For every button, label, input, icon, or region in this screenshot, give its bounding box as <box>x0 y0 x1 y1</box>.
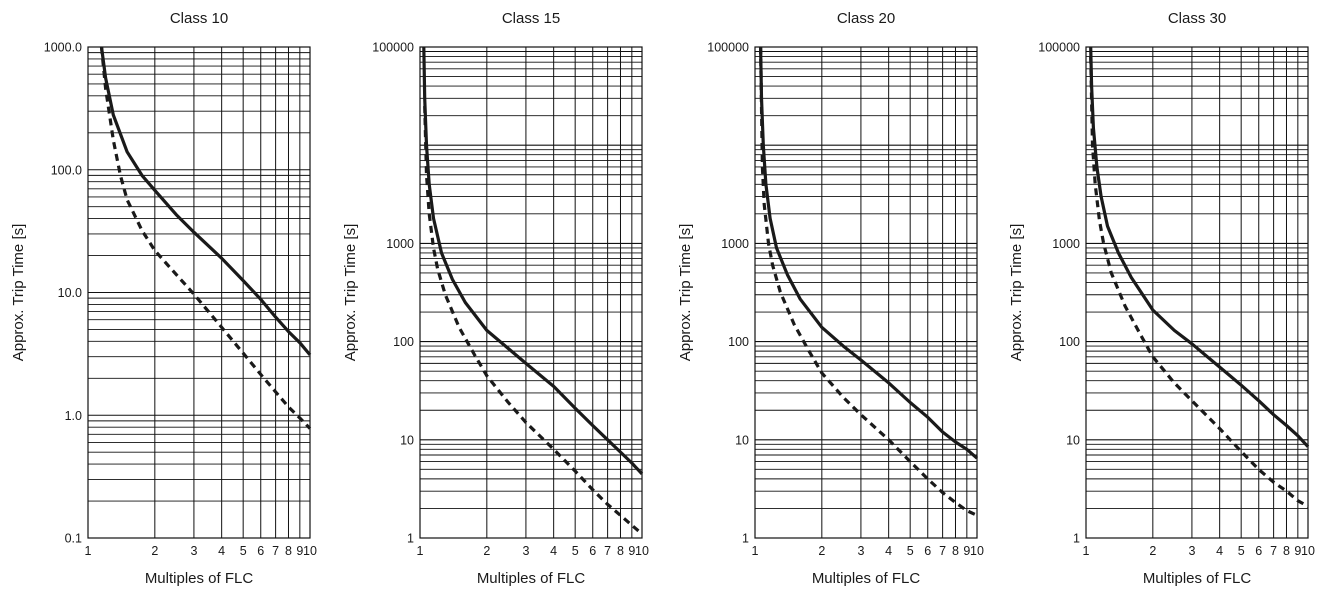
chart-panel-1: Class 10 1 2 3 4 5 6 7 8 9 10 0.1 1.0 10.0 100.0 1000.0… <box>10 10 317 587</box>
y-tick-label: 1 <box>407 532 414 546</box>
x-tick-label: 1 <box>1083 544 1090 558</box>
y-axis-title: Approx. Trip Time [s] <box>342 224 359 362</box>
solid-trip-curve <box>422 46 644 475</box>
y-tick-label: 100000 <box>1038 41 1080 55</box>
y-tick-label: 100.0 <box>51 163 82 177</box>
dashed-trip-curve <box>423 106 644 536</box>
solid-trip-curve <box>1089 46 1310 448</box>
x-tick-label: 2 <box>151 544 158 558</box>
x-tick-label: 9 <box>1294 544 1301 558</box>
x-axis-title: Multiples of FLC <box>145 570 254 587</box>
y-gridlines <box>1086 51 1308 539</box>
y-tick-label: 10 <box>735 433 749 447</box>
x-tick-label: 2 <box>1149 544 1156 558</box>
x-tick-label: 2 <box>483 544 490 558</box>
y-tick-label: 100 <box>393 335 414 349</box>
x-tick-label: 8 <box>952 544 959 558</box>
chart-title: Class 15 <box>502 10 560 27</box>
x-tick-label: 8 <box>1283 544 1290 558</box>
x-tick-label: 10 <box>970 544 984 558</box>
y-gridlines <box>420 51 642 539</box>
x-tick-label: 8 <box>285 544 292 558</box>
y-gridlines <box>755 51 977 539</box>
y-tick-label: 1 <box>1073 532 1080 546</box>
x-tick-label: 4 <box>1216 544 1223 558</box>
x-tick-label: 1 <box>417 544 424 558</box>
x-tick-label: 3 <box>522 544 529 558</box>
y-tick-label: 1000 <box>721 237 749 251</box>
x-tick-label: 3 <box>190 544 197 558</box>
y-tick-label: 1.0 <box>65 409 82 423</box>
y-tick-label: 100000 <box>707 41 749 55</box>
y-tick-label: 0.1 <box>65 532 82 546</box>
y-axis-title: Approx. Trip Time [s] <box>10 224 27 362</box>
plot-frame <box>87 46 311 539</box>
x-tick-label: 5 <box>907 544 914 558</box>
solid-trip-curve <box>759 46 979 460</box>
x-gridlines <box>1085 47 1309 538</box>
x-axis-title: Multiples of FLC <box>477 570 586 587</box>
chart-title: Class 10 <box>170 10 228 27</box>
x-tick-label: 8 <box>617 544 624 558</box>
x-tick-label: 7 <box>272 544 279 558</box>
chart-panel-3: Class 201 2 3 4 5 6 7 8 9 101101001000100000Multi… <box>677 10 984 587</box>
x-tick-label: 3 <box>1188 544 1195 558</box>
y-tick-label: 1000 <box>386 237 414 251</box>
x-tick-label: 6 <box>924 544 931 558</box>
y-tick-label: 100 <box>728 335 749 349</box>
chart-panel-4: Class 301 2 3 4 5 6 7 8 9 101101001000100000Multi… <box>1008 10 1315 587</box>
x-tick-label: 6 <box>1255 544 1262 558</box>
x-tick-label: 3 <box>857 544 864 558</box>
chart-panel-2: Class 151 2 3 4 5 6 7 8 9 101101001000100000Multi… <box>342 10 649 587</box>
x-tick-label: 5 <box>240 544 247 558</box>
x-tick-label: 10 <box>303 544 317 558</box>
x-tick-label: 10 <box>635 544 649 558</box>
x-tick-label: 4 <box>550 544 557 558</box>
x-tick-label: 7 <box>1270 544 1277 558</box>
x-tick-label: 5 <box>572 544 579 558</box>
y-axis-title: Approx. Trip Time [s] <box>677 224 694 362</box>
x-tick-label: 9 <box>963 544 970 558</box>
chart-title: Class 30 <box>1168 10 1226 27</box>
x-tick-label: 9 <box>296 544 303 558</box>
y-axis-title: Approx. Trip Time [s] <box>1008 224 1025 362</box>
plot-frame <box>419 46 643 539</box>
x-tick-label: 5 <box>1238 544 1245 558</box>
y-tick-label: 10 <box>1066 433 1080 447</box>
plot-frame <box>1085 46 1309 539</box>
x-tick-label: 1 <box>752 544 759 558</box>
x-gridlines <box>419 47 643 538</box>
plot-frame <box>754 46 978 539</box>
y-gridlines <box>88 52 310 539</box>
x-tick-label: 4 <box>218 544 225 558</box>
y-tick-label: 100 <box>1059 335 1080 349</box>
x-tick-label: 2 <box>818 544 825 558</box>
y-tick-label: 1000 <box>1052 237 1080 251</box>
x-tick-label: 9 <box>628 544 635 558</box>
y-tick-label: 1 <box>742 532 749 546</box>
x-tick-label: 6 <box>589 544 596 558</box>
chart-title: Class 20 <box>837 10 895 27</box>
x-tick-label: 7 <box>604 544 611 558</box>
x-axis-title: Multiples of FLC <box>812 570 921 587</box>
x-tick-label: 4 <box>885 544 892 558</box>
dashed-trip-curve <box>99 46 312 430</box>
dashed-trip-curve <box>1089 56 1309 508</box>
x-gridlines <box>754 47 978 538</box>
dashed-trip-curve <box>759 46 978 517</box>
x-tick-label: 6 <box>257 544 264 558</box>
solid-trip-curve <box>99 46 312 356</box>
x-tick-label: 1 <box>85 544 92 558</box>
y-tick-label: 1000.0 <box>44 41 82 55</box>
x-axis-title: Multiples of FLC <box>1143 570 1252 587</box>
y-tick-label: 10.0 <box>58 286 82 300</box>
x-tick-label: 10 <box>1301 544 1315 558</box>
x-tick-label: 7 <box>939 544 946 558</box>
y-tick-label: 100000 <box>372 41 414 55</box>
y-tick-label: 10 <box>400 433 414 447</box>
